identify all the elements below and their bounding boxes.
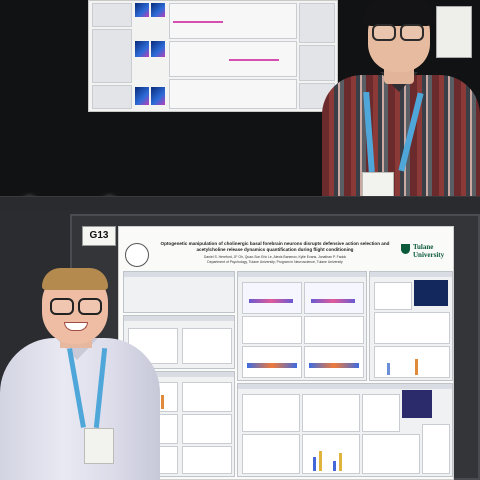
poster-panel xyxy=(92,29,132,83)
bar xyxy=(161,395,164,409)
poster-section-ach-dynamics xyxy=(237,271,367,381)
line-plot xyxy=(362,434,420,474)
upper-poster xyxy=(88,0,338,112)
presenter-top-shirt xyxy=(322,75,480,200)
figure-trace xyxy=(173,21,223,23)
section-header-bar xyxy=(124,372,234,377)
bar xyxy=(333,461,336,471)
poster-author-list: Daniel S. Hereford, JF Oh, Quan-Son Eric… xyxy=(203,255,347,259)
scatter-plot xyxy=(374,312,450,344)
bar xyxy=(319,451,322,471)
dot-plot xyxy=(242,316,302,344)
poster-panel xyxy=(299,45,335,81)
tulane-logo-text: Tulane University xyxy=(413,243,445,259)
figure-trace xyxy=(229,59,279,61)
presenter-top-hair xyxy=(364,0,434,26)
poster-section-results xyxy=(369,271,453,381)
lower-poster: Optogenetic manipulation of cholinergic … xyxy=(118,226,454,480)
trace-plot xyxy=(242,282,302,314)
bar xyxy=(339,453,342,471)
section-header-bar xyxy=(238,272,366,277)
line-plot xyxy=(182,328,232,364)
pinned-note xyxy=(436,6,472,58)
trace-plot xyxy=(304,282,364,314)
poster-section-stimulation xyxy=(237,383,453,477)
section-header-bar xyxy=(124,272,234,277)
trace-plot xyxy=(242,346,302,378)
fluorescence-image xyxy=(135,87,149,105)
scatter-plot xyxy=(182,414,232,444)
poster-authors: Daniel S. Hereford, JF Oh, Quan-Son Eric… xyxy=(159,255,391,264)
poster-title: Optogenetic manipulation of cholinergic … xyxy=(160,241,390,252)
section-header-bar xyxy=(370,272,452,277)
booth-number-sign: G13 xyxy=(82,226,116,246)
diagram-panel xyxy=(374,282,412,310)
glasses-lens-left xyxy=(372,24,396,41)
name-badge xyxy=(84,428,114,464)
bar xyxy=(415,359,418,375)
icon-panel xyxy=(362,394,400,432)
scatter-plot xyxy=(182,382,232,412)
poster-panel xyxy=(299,3,335,43)
fluorescence-image xyxy=(151,3,165,17)
line-plot xyxy=(242,434,300,474)
tulane-shield-icon xyxy=(401,244,410,254)
fluorescence-image xyxy=(151,41,165,57)
text-panel xyxy=(422,424,450,474)
glasses-lens-left xyxy=(50,298,74,315)
fluorescence-trace xyxy=(311,299,355,303)
presenter-bottom-hair xyxy=(42,268,108,290)
fluorescence-image xyxy=(135,41,149,57)
bar-plot xyxy=(302,434,360,474)
histology-image xyxy=(414,280,448,306)
poster-panel xyxy=(92,85,132,109)
section-header-bar xyxy=(238,384,452,389)
poster-panel xyxy=(92,3,132,27)
glasses-lens-right xyxy=(400,24,424,41)
dot-plot xyxy=(304,316,364,344)
fluorescence-image xyxy=(135,3,149,17)
poster-affiliation: Department of Psychology, Tulane Univers… xyxy=(207,259,343,264)
fluorescence-trace xyxy=(249,299,293,303)
board-rail xyxy=(0,196,480,211)
section-header-bar xyxy=(124,316,234,321)
glasses-lens-right xyxy=(78,298,102,315)
fluorescence-trace xyxy=(247,363,297,368)
bar xyxy=(313,457,316,471)
bar-plot xyxy=(374,346,450,378)
name-badge xyxy=(362,172,394,200)
scatter-plot xyxy=(302,394,360,432)
brain-diagram xyxy=(402,390,432,418)
poster-figure-row xyxy=(169,79,297,109)
trace-plot xyxy=(304,346,364,378)
scatter-plot xyxy=(242,394,300,432)
bar xyxy=(387,363,390,375)
poster-section-background xyxy=(123,271,235,313)
fluorescence-image xyxy=(151,87,165,105)
scatter-plot xyxy=(182,446,232,474)
fluorescence-trace xyxy=(309,363,359,368)
society-logo xyxy=(125,243,149,267)
